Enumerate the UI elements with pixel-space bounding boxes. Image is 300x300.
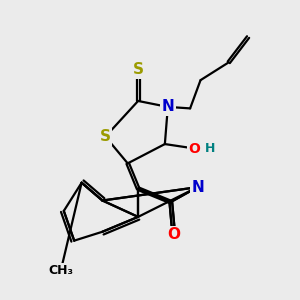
Text: N: N bbox=[191, 180, 204, 195]
Text: S: S bbox=[133, 62, 144, 77]
Text: S: S bbox=[100, 129, 111, 144]
Text: N: N bbox=[161, 99, 174, 114]
Text: CH₃: CH₃ bbox=[48, 264, 73, 277]
Text: H: H bbox=[205, 142, 215, 155]
Text: O: O bbox=[167, 227, 180, 242]
Text: O: O bbox=[189, 142, 200, 155]
